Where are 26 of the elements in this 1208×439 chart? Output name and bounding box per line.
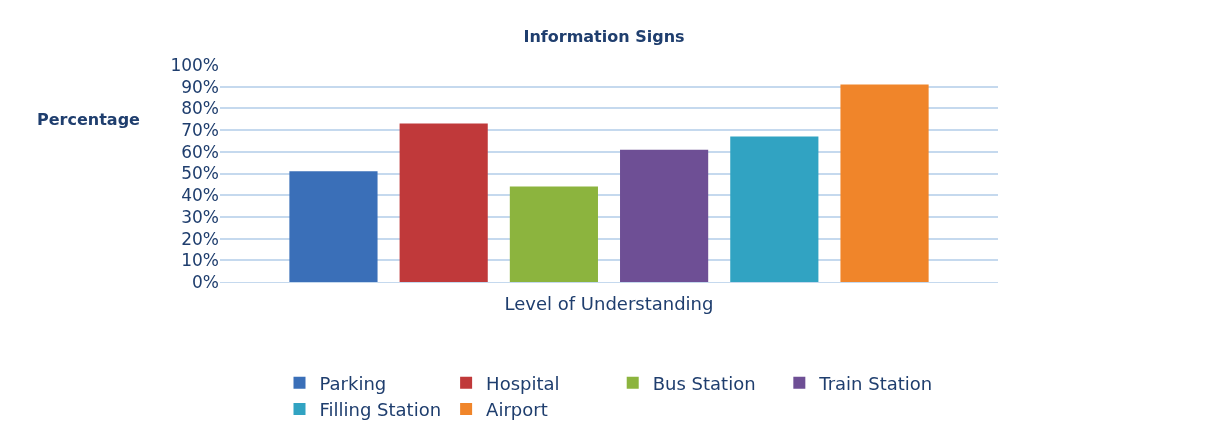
y-tick-label: 10% [181,250,219,271]
y-tick-label: 60% [181,141,219,162]
y-axis-title: Percentage [37,110,141,129]
legend-label: Airport [486,399,548,421]
y-tick-label: 30% [181,206,219,227]
y-tick-label: 100% [170,54,219,75]
y-tick-label: 80% [181,98,219,119]
legend-label: Filling Station [319,399,442,421]
bar [399,123,488,282]
x-axis-title: Level of Understanding [504,292,714,314]
y-tick-label: 0% [192,271,219,292]
chart-title: Information Signs [523,26,685,46]
legend-label: Hospital [486,372,560,394]
y-tick-label: 50% [181,163,219,184]
bar [730,136,819,282]
y-tick-label: 40% [181,185,219,206]
bar [840,84,929,282]
legend-label: Train Station [818,372,933,394]
bar [509,186,598,282]
bar [289,171,378,282]
bar [620,149,709,282]
y-tick-label: 20% [181,228,219,249]
legend-label: Bus Station [652,372,756,394]
legend-label: Parking [319,372,387,394]
y-tick-label: 70% [181,120,219,141]
y-tick-label: 90% [181,76,219,97]
